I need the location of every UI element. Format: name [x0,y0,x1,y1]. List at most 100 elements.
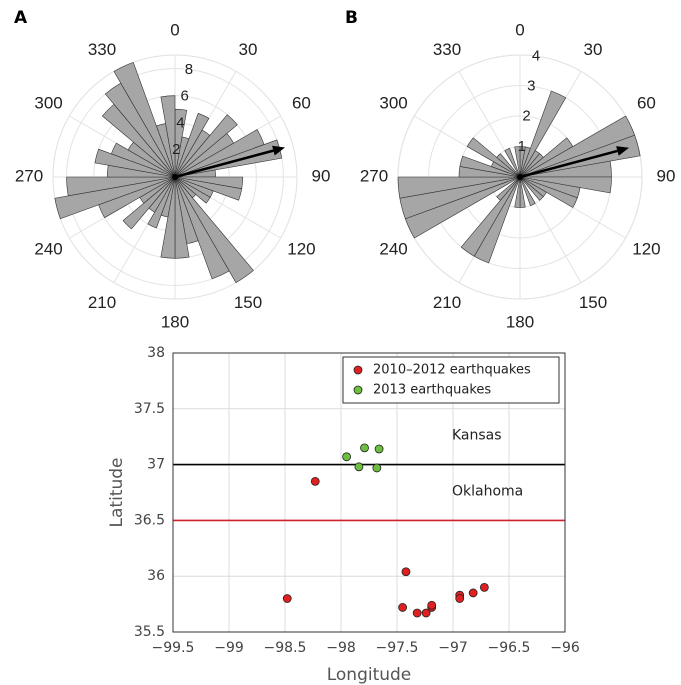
panel-label: A [14,8,28,28]
wedge [460,176,521,257]
x-tick-label: −97.5 [376,640,419,656]
point [479,582,489,592]
y-tick-label: 36 [147,568,165,584]
point [421,608,431,618]
r-tick-label: 4 [176,114,184,131]
theta-tick-label: 90 [657,166,676,185]
r-tick-label: 8 [185,61,193,78]
region-label: Oklahoma [452,483,523,499]
r-tick-label: 6 [181,88,189,105]
x-tick-label: −98.5 [264,640,307,656]
wedge [519,176,578,208]
theta-tick-label: 0 [515,20,524,39]
theta-tick-label: 300 [379,93,407,112]
r-tick-label: 1 [518,138,526,155]
y-axis-label: Latitude [107,458,127,528]
legend-marker [353,365,363,375]
theta-tick-label: 180 [506,312,534,331]
wedge [496,176,521,201]
wedge [466,137,521,178]
point [398,603,408,612]
point [427,600,437,610]
legend-box [342,356,560,404]
theta-tick-label: 150 [234,293,262,312]
wedge [174,176,254,284]
theta-tick-label: 0 [170,20,179,39]
x-tick-label: −97 [438,640,468,656]
wedge [496,153,521,178]
y-tick-label: 37 [147,457,165,473]
theta-tick-label: 210 [433,293,461,312]
point [310,476,320,486]
theta-tick-label: 60 [637,93,656,112]
theta-tick-label: 240 [379,239,407,258]
theta-tick-label: 240 [34,239,62,258]
theta-tick-label: 150 [579,293,607,312]
r-tick-label: 4 [532,47,540,64]
legend-label: 2013 earthquakes [373,383,491,398]
wedge [94,148,176,178]
theta-tick-label: 210 [88,293,116,312]
wedge [174,176,211,204]
wedge [160,95,176,178]
theta-tick-label: 120 [632,239,660,258]
wedge [122,176,176,230]
theta-tick-label: 300 [34,93,62,112]
wedge [519,134,641,178]
x-tick-label: −99.5 [152,640,195,656]
point [372,463,382,473]
theta-tick-label: 90 [312,166,331,185]
theta-tick-label: 270 [360,166,388,185]
x-axis-label: Longitude [327,665,412,685]
wedge [113,61,176,178]
legend-marker [353,385,363,395]
center-dot [172,174,178,180]
r-tick-label: 3 [527,78,535,95]
y-tick-label: 37.5 [134,401,165,417]
legend-label: 2010–2012 earthquakes [373,363,531,378]
wedge [504,147,521,178]
theta-tick-label: 120 [287,239,315,258]
theta-tick-label: 180 [161,312,189,331]
r-tick-label: 2 [522,108,530,125]
point [342,452,352,462]
wedge [66,176,176,197]
wedge [174,114,238,178]
theta-tick-label: 30 [239,40,258,59]
wedge [514,146,521,178]
wedge [519,176,544,201]
wedge [174,176,230,280]
region-label: Kansas [452,428,502,444]
y-tick-label: 36.5 [134,512,165,528]
wedge [397,176,521,199]
theta-tick-label: 270 [15,166,43,185]
mean-vector-head [272,145,285,156]
mean-vector [519,149,618,179]
wedge [110,142,176,178]
mean-vector [174,149,274,179]
theta-tick-label: 30 [584,40,603,59]
point [401,567,411,577]
point [354,462,364,472]
r-tick-label: 2 [172,141,180,158]
center-dot [517,174,523,180]
wedge [147,176,176,229]
theta-tick-label: 330 [433,40,461,59]
panel-label: B [345,8,358,28]
x-tick-label: −99 [214,640,244,656]
wedge [174,112,210,178]
x-tick-label: −96 [550,640,580,656]
theta-tick-label: 330 [88,40,116,59]
y-tick-label: 38 [147,345,165,361]
theta-tick-label: 60 [292,93,311,112]
y-tick-label: 35.5 [134,624,165,640]
point [468,588,478,598]
point [360,443,369,453]
point [412,608,422,618]
point [455,594,465,603]
point [374,444,384,454]
wedge [519,176,536,207]
plot-frame [172,352,566,633]
x-tick-label: −98 [326,640,356,656]
